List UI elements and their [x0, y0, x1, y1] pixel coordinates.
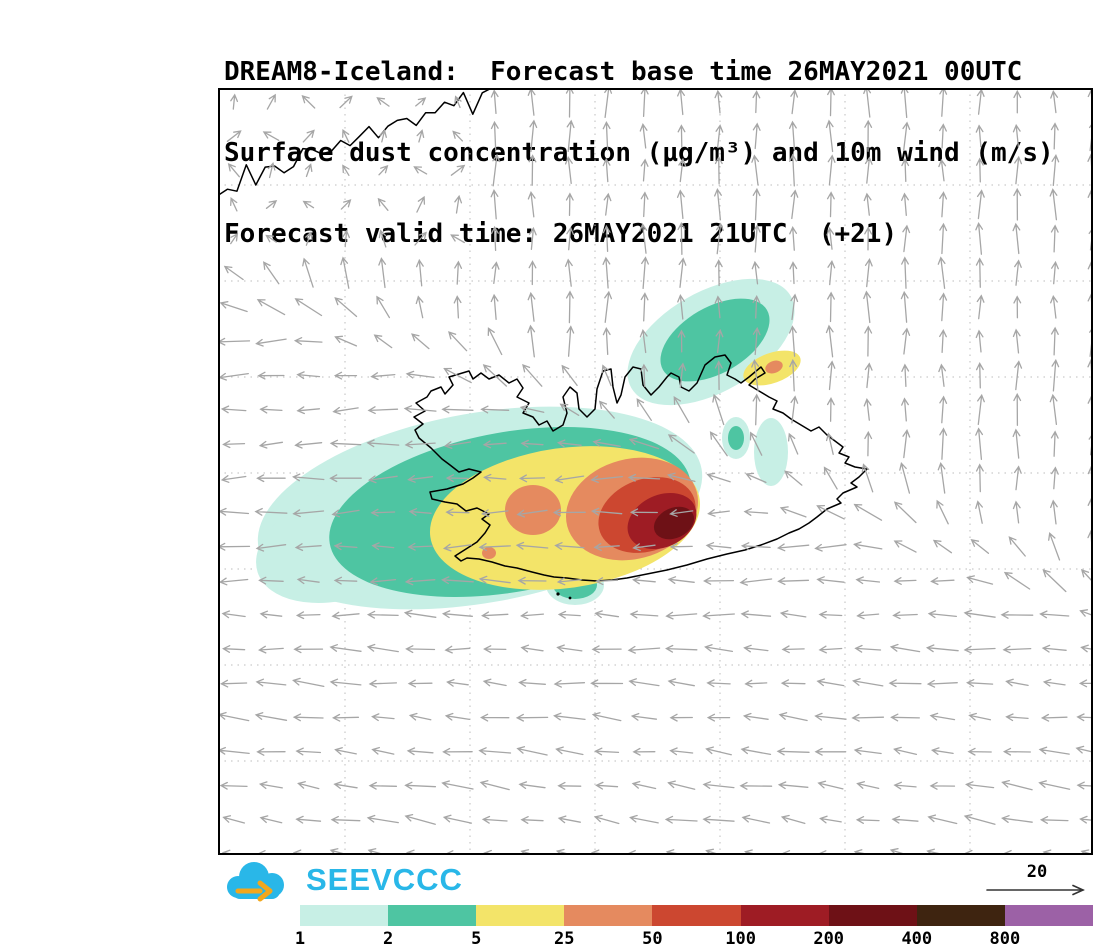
wind-reference-value: 20 — [1026, 862, 1048, 882]
colorbar-segment — [300, 905, 389, 926]
colorbar-segment — [828, 905, 917, 926]
plot-title-line-3: Forecast valid time: 26MAY2021 21UTC (+2… — [224, 219, 898, 249]
colorbar-segment — [476, 905, 565, 926]
seevccc-logo: SEEVCCC — [220, 857, 463, 903]
colorbar-segment — [916, 905, 1005, 926]
colorbar-tick-label: 800 — [989, 929, 1021, 949]
dust-contour — [728, 426, 744, 450]
colorbar — [300, 905, 1093, 926]
coastlines — [218, 88, 868, 600]
wind-arrows — [218, 88, 1093, 855]
colorbar-segment — [652, 905, 741, 926]
colorbar-tick-label: 25 — [554, 929, 575, 949]
dust-contour — [505, 485, 561, 535]
colorbar-tick-label: 1 — [294, 929, 306, 949]
wind-reference: 20 — [985, 863, 1089, 900]
colorbar-segment — [1004, 905, 1093, 926]
colorbar-segment — [388, 905, 477, 926]
greenland-coastline — [218, 88, 505, 197]
colorbar-tick-label: 50 — [642, 929, 663, 949]
colorbar-tick-label: 400 — [901, 929, 933, 949]
map-border — [218, 88, 1093, 855]
dust-contour — [660, 298, 770, 382]
plot-title: DREAM8-Iceland: Forecast base time 26MAY… — [224, 5, 1054, 275]
cloud-logo-icon — [227, 862, 284, 902]
wind-reference-arrow-icon — [986, 884, 1085, 896]
plot-title-line-2: Surface dust concentration (µg/m³) and 1… — [224, 138, 1054, 168]
colorbar-segment — [564, 905, 653, 926]
logo-text: SEEVCCC — [306, 862, 463, 897]
colorbar-tick-label: 200 — [813, 929, 845, 949]
colorbar-labels: 1 2 5 25 50 100 200 400 800 — [295, 929, 1093, 951]
colorbar-tick-label: 5 — [471, 929, 482, 949]
dust-concentration-field — [256, 278, 801, 610]
iceland-coastline — [413, 354, 868, 582]
forecast-map — [218, 88, 1093, 855]
dust-contour — [754, 418, 788, 486]
plot-title-line-1: DREAM8-Iceland: Forecast base time 26MAY… — [224, 57, 1023, 87]
colorbar-tick-label: 100 — [725, 929, 756, 949]
dust-contour — [653, 506, 695, 540]
forecast-map-canvas — [218, 88, 1093, 855]
colorbar-tick-label: 2 — [382, 929, 394, 949]
dust-contour — [765, 360, 783, 374]
colorbar-segment — [740, 905, 829, 926]
arrow-icon — [235, 880, 273, 902]
